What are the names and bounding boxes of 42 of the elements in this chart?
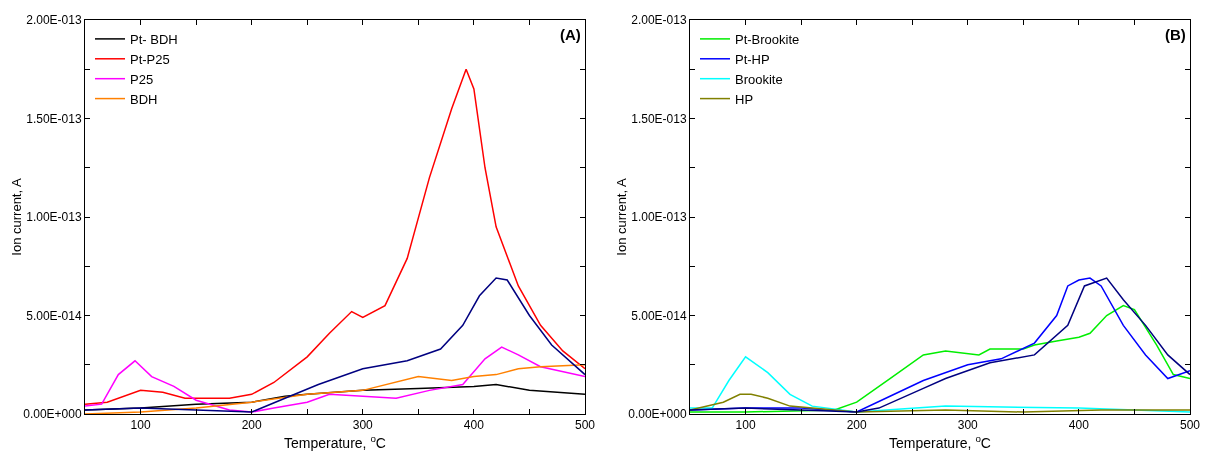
y-tick-label: 2.00E-013	[631, 13, 687, 28]
y-tick-label: 5.00E-014	[631, 308, 687, 323]
x-tick-label: 300	[352, 418, 374, 433]
y-tick-label: 0.00E+000	[23, 407, 82, 422]
legend-label: Pt- BDH	[130, 31, 178, 47]
line-series	[690, 304, 1190, 413]
x-tick-label: 100	[735, 418, 756, 433]
line-series	[690, 356, 1190, 413]
legend-label: HP	[735, 91, 754, 107]
legend-label: Pt-P25	[130, 51, 170, 67]
x-tick-label: 100	[130, 418, 151, 433]
y-tick-label: 1.50E-013	[631, 111, 687, 126]
x-tick-label: 500	[1179, 418, 1201, 433]
line-series	[85, 68, 585, 405]
y-tick-label: 1.50E-013	[26, 111, 82, 126]
line-series	[690, 277, 1190, 413]
legend-label: Pt-Brookite	[735, 31, 800, 47]
x-tick-label: 300	[957, 418, 979, 433]
x-tick-label: 400	[1068, 418, 1090, 433]
y-tick-label: 5.00E-014	[26, 308, 82, 323]
y-tick-label: 1.00E-013	[631, 210, 687, 225]
line-series	[85, 277, 585, 413]
annotation: (A)	[560, 26, 581, 43]
x-tick-label: 400	[463, 418, 485, 433]
x-tick-label: 200	[241, 418, 262, 433]
x-tick-label: 500	[574, 418, 596, 433]
legend-label: P25	[130, 71, 154, 87]
line-series	[85, 364, 585, 414]
x-axis-title: Temperature, $^{o}$C	[889, 432, 991, 451]
y-tick-label: 2.00E-013	[26, 13, 82, 28]
y-axis-title: Ion current, A	[9, 178, 25, 256]
x-axis-title: Temperature, $^{o}$C	[284, 432, 386, 451]
legend-label: BDH	[130, 91, 158, 107]
y-tick-label: 0.00E+000	[628, 407, 687, 422]
line-series	[690, 393, 1190, 413]
legend-label: Pt-HP	[735, 51, 770, 67]
y-tick-label: 1.00E-013	[26, 210, 82, 225]
x-tick-label: 200	[846, 418, 867, 433]
annotation: (B)	[1165, 26, 1186, 43]
legend-label: Brookite	[735, 71, 783, 87]
y-axis-title: Ion current, A	[614, 178, 630, 256]
line-series	[85, 346, 585, 413]
